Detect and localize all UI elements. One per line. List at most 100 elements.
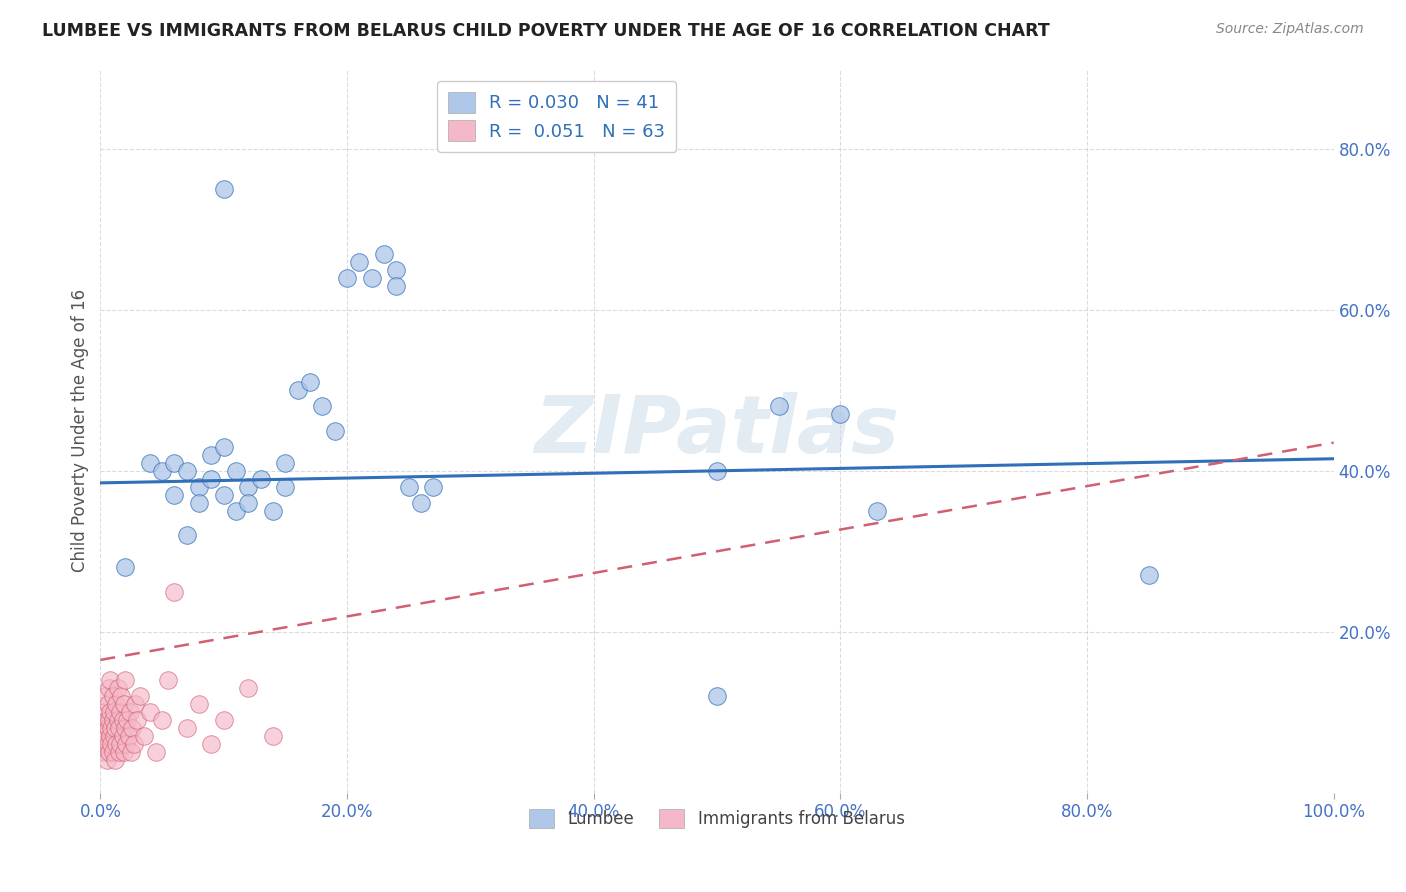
Point	[385, 262, 408, 277]
Point	[103, 729, 125, 743]
Point	[94, 689, 117, 703]
Point	[114, 560, 136, 574]
Point	[200, 472, 222, 486]
Point	[238, 681, 260, 695]
Point	[96, 754, 118, 768]
Point	[118, 705, 141, 719]
Point	[225, 504, 247, 518]
Point	[422, 480, 444, 494]
Point	[111, 713, 134, 727]
Point	[97, 721, 120, 735]
Point	[1137, 568, 1160, 582]
Point	[101, 746, 124, 760]
Point	[105, 697, 128, 711]
Point	[212, 440, 235, 454]
Point	[238, 496, 260, 510]
Point	[90, 721, 112, 735]
Point	[122, 738, 145, 752]
Point	[120, 746, 142, 760]
Point	[100, 738, 122, 752]
Point	[262, 504, 284, 518]
Point	[262, 729, 284, 743]
Point	[188, 496, 211, 510]
Point	[373, 246, 395, 260]
Point	[349, 254, 371, 268]
Point	[107, 713, 129, 727]
Legend: Lumbee, Immigrants from Belarus: Lumbee, Immigrants from Belarus	[523, 803, 911, 835]
Point	[98, 681, 121, 695]
Point	[100, 721, 122, 735]
Point	[124, 697, 146, 711]
Point	[145, 746, 167, 760]
Point	[163, 456, 186, 470]
Point	[114, 721, 136, 735]
Point	[385, 278, 408, 293]
Point	[104, 721, 127, 735]
Point	[200, 738, 222, 752]
Point	[163, 488, 186, 502]
Point	[323, 424, 346, 438]
Point	[138, 456, 160, 470]
Point	[176, 528, 198, 542]
Point	[117, 713, 139, 727]
Point	[157, 673, 180, 687]
Point	[274, 480, 297, 494]
Point	[105, 738, 128, 752]
Point	[112, 746, 135, 760]
Point	[249, 472, 271, 486]
Point	[768, 400, 790, 414]
Point	[108, 738, 131, 752]
Point	[298, 376, 321, 390]
Text: LUMBEE VS IMMIGRANTS FROM BELARUS CHILD POVERTY UNDER THE AGE OF 16 CORRELATION : LUMBEE VS IMMIGRANTS FROM BELARUS CHILD …	[42, 22, 1050, 40]
Point	[97, 697, 120, 711]
Point	[311, 400, 333, 414]
Point	[108, 705, 131, 719]
Point	[176, 464, 198, 478]
Point	[163, 584, 186, 599]
Point	[866, 504, 889, 518]
Point	[101, 689, 124, 703]
Point	[112, 697, 135, 711]
Y-axis label: Child Poverty Under the Age of 16: Child Poverty Under the Age of 16	[72, 289, 89, 572]
Point	[274, 456, 297, 470]
Text: Source: ZipAtlas.com: Source: ZipAtlas.com	[1216, 22, 1364, 37]
Point	[93, 746, 115, 760]
Point	[91, 738, 114, 752]
Point	[127, 713, 149, 727]
Point	[115, 738, 138, 752]
Point	[96, 713, 118, 727]
Point	[706, 464, 728, 478]
Point	[98, 729, 121, 743]
Point	[108, 746, 131, 760]
Point	[188, 697, 211, 711]
Point	[107, 681, 129, 695]
Point	[111, 729, 134, 743]
Point	[138, 705, 160, 719]
Point	[360, 270, 382, 285]
Point	[128, 689, 150, 703]
Point	[110, 689, 132, 703]
Point	[409, 496, 432, 510]
Point	[94, 729, 117, 743]
Point	[212, 182, 235, 196]
Point	[118, 729, 141, 743]
Point	[104, 754, 127, 768]
Point	[238, 480, 260, 494]
Point	[98, 746, 121, 760]
Point	[287, 384, 309, 398]
Point	[150, 464, 173, 478]
Point	[212, 488, 235, 502]
Point	[98, 705, 121, 719]
Point	[225, 464, 247, 478]
Point	[98, 713, 121, 727]
Point	[121, 721, 143, 735]
Point	[93, 705, 115, 719]
Point	[97, 738, 120, 752]
Point	[114, 673, 136, 687]
Point	[176, 721, 198, 735]
Point	[830, 408, 852, 422]
Point	[101, 713, 124, 727]
Point	[98, 673, 121, 687]
Point	[103, 705, 125, 719]
Point	[188, 480, 211, 494]
